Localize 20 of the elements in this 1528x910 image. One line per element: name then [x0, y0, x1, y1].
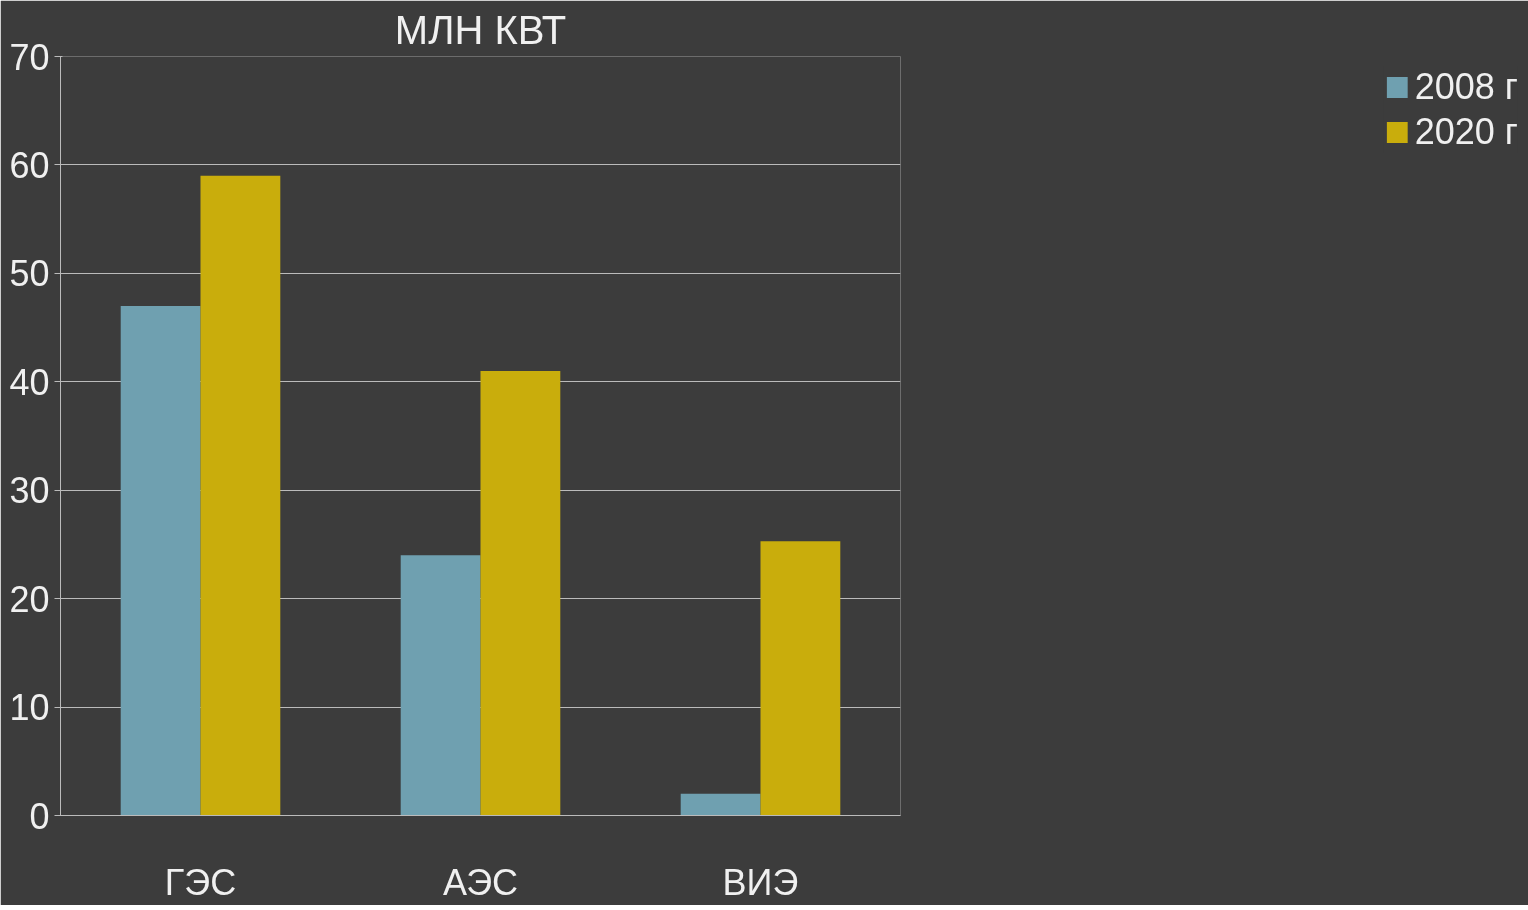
legend-label: 2020 г: [1414, 111, 1518, 153]
y-tick-label: 40: [9, 361, 50, 403]
bar: [120, 305, 201, 816]
y-tick-label: 50: [9, 253, 50, 295]
bar: [400, 555, 481, 816]
bar: [680, 793, 761, 816]
y-tick-label: 30: [9, 470, 50, 512]
x-tick-label: ВИЭ: [722, 861, 799, 903]
y-tick-label: 60: [9, 144, 50, 186]
legend-label: 2008 г: [1414, 66, 1518, 108]
chart-title: МЛН КВТ: [394, 7, 567, 52]
x-tick-label: ГЭС: [164, 861, 237, 903]
y-tick-label: 0: [29, 795, 50, 837]
y-tick-label: 70: [9, 36, 50, 78]
bar: [760, 541, 841, 816]
bar: [480, 370, 561, 816]
y-tick-label: 20: [9, 578, 50, 620]
y-tick-label: 10: [9, 687, 50, 729]
x-tick-label: АЭС: [442, 861, 519, 903]
bar: [200, 175, 281, 816]
